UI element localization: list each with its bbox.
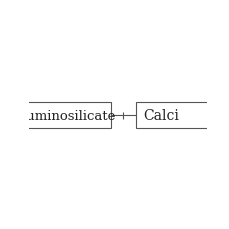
Text: Calci: Calci bbox=[142, 109, 178, 123]
Text: luminosilicate: luminosilicate bbox=[23, 109, 116, 122]
Bar bbox=[135, 102, 220, 129]
Bar bbox=[0, 102, 110, 129]
